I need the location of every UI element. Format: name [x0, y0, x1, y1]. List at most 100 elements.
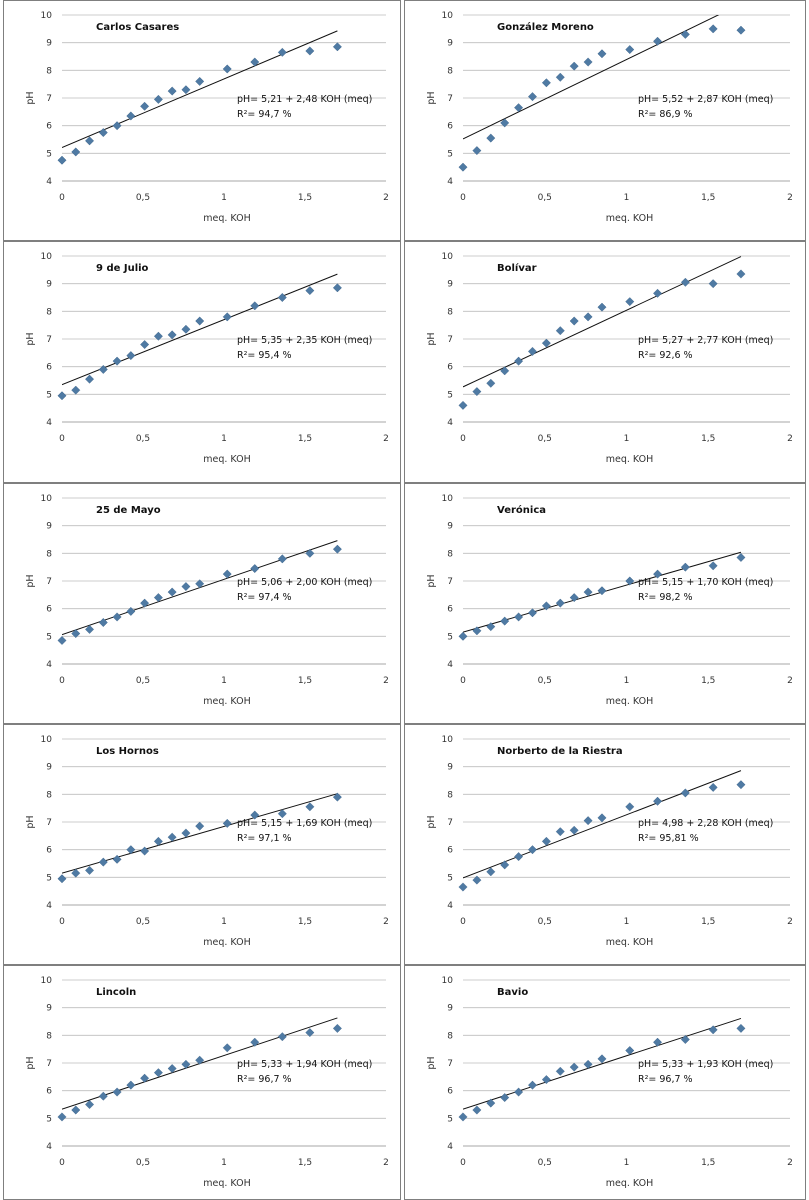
y-tick-label: 5 [447, 1114, 453, 1124]
data-point [486, 378, 496, 388]
scatter-chart: 4 5 6 7 8 9 10 0 0,5 1 1,5 2 meq. KOH pH Bavio pH= 5,33… [426, 976, 793, 1189]
data-point [680, 788, 690, 798]
y-axis-label: pH [25, 332, 36, 345]
regression-equation: pH= 5,21 + 2,48 KOH (meq) [237, 94, 372, 105]
data-point [71, 868, 81, 878]
x-tick-label: 1 [221, 434, 227, 444]
data-point [112, 854, 122, 864]
data-point [332, 42, 342, 52]
data-point [98, 128, 108, 138]
y-tick-label: 9 [46, 39, 52, 49]
data-point [181, 1059, 191, 1069]
y-tick-label: 5 [46, 632, 52, 642]
x-axis-label: meq. KOH [203, 1178, 251, 1189]
x-axis-label: meq. KOH [203, 696, 251, 707]
data-point [472, 146, 482, 156]
x-tick-label: 1 [624, 917, 630, 927]
data-point [57, 391, 67, 401]
x-tick-label: 0 [59, 193, 65, 203]
data-point [153, 593, 163, 603]
y-axis-label: pH [426, 1056, 437, 1069]
y-tick-label: 9 [447, 1004, 453, 1014]
data-point [528, 92, 537, 102]
y-tick-label: 6 [46, 605, 52, 615]
y-tick-label: 4 [46, 418, 52, 428]
data-point [57, 155, 67, 165]
y-tick-label: 8 [46, 66, 52, 76]
data-point [112, 121, 122, 131]
y-tick-label: 7 [447, 1059, 453, 1069]
data-point [98, 857, 108, 867]
y-tick-label: 6 [447, 363, 453, 373]
data-point [653, 569, 663, 579]
y-axis-label: pH [25, 91, 36, 104]
x-tick-label: 2 [787, 1158, 793, 1168]
regression-equation: pH= 5,15 + 1,70 KOH (meq) [638, 577, 773, 588]
regression-equation: pH= 5,27 + 2,77 KOH (meq) [638, 335, 773, 346]
chart-title: Norberto de la Riestra [497, 746, 623, 757]
data-point [583, 587, 593, 597]
chart-panel: 4 5 6 7 8 9 10 0 0,5 1 1,5 2 meq. KOH pH Lincoln pH= 5,… [3, 965, 401, 1200]
data-point [736, 553, 746, 562]
data-point [85, 624, 95, 634]
data-point [500, 616, 510, 626]
data-point [250, 57, 260, 67]
data-point [222, 569, 232, 579]
data-point [625, 297, 635, 307]
data-point [126, 606, 136, 616]
data-point [195, 76, 205, 86]
chart-panel: 4 5 6 7 8 9 10 0 0,5 1 1,5 2 meq. KOH pH Bavio pH= 5,33… [404, 965, 806, 1200]
data-point [583, 816, 593, 826]
x-tick-label: 0,5 [538, 1158, 552, 1168]
y-tick-label: 8 [447, 1031, 453, 1041]
y-tick-label: 5 [46, 390, 52, 400]
data-point [57, 874, 67, 884]
y-tick-label: 4 [46, 1142, 52, 1152]
y-tick-label: 6 [46, 122, 52, 132]
y-tick-label: 6 [46, 363, 52, 373]
data-point [112, 1087, 122, 1097]
y-tick-label: 7 [46, 335, 52, 345]
x-tick-label: 2 [383, 676, 389, 686]
data-point [332, 792, 342, 802]
y-tick-label: 7 [447, 577, 453, 587]
trend-line [62, 793, 338, 874]
x-tick-label: 1,5 [298, 1158, 312, 1168]
y-tick-label: 7 [46, 1059, 52, 1069]
y-tick-label: 5 [46, 1114, 52, 1124]
data-point [85, 136, 95, 146]
x-tick-label: 1,5 [298, 917, 312, 927]
x-tick-label: 1 [624, 193, 630, 203]
r-squared: R²= 97,4 % [237, 592, 292, 603]
data-point [514, 852, 524, 862]
x-tick-label: 2 [383, 1158, 389, 1168]
x-tick-label: 0 [59, 676, 65, 686]
data-point [583, 312, 593, 322]
x-tick-label: 1,5 [298, 676, 312, 686]
y-tick-label: 7 [46, 577, 52, 587]
y-tick-label: 4 [447, 901, 453, 911]
chart-title: Bolívar [497, 262, 537, 274]
data-point [167, 330, 177, 340]
data-point [250, 810, 260, 820]
data-point [85, 374, 95, 384]
data-point [625, 576, 635, 586]
data-point [653, 36, 663, 46]
data-point [222, 64, 232, 74]
chart-title: Verónica [497, 504, 546, 516]
data-point [277, 47, 287, 57]
data-point [736, 780, 746, 790]
data-point [625, 802, 635, 812]
data-point [57, 1112, 67, 1122]
y-tick-label: 5 [447, 873, 453, 883]
data-point [167, 1064, 177, 1074]
y-tick-label: 8 [46, 307, 52, 317]
data-point [277, 554, 287, 564]
r-squared: R²= 95,4 % [237, 350, 292, 361]
data-point [112, 356, 122, 366]
y-tick-label: 9 [46, 522, 52, 532]
y-tick-label: 7 [447, 94, 453, 104]
scatter-chart: 4 5 6 7 8 9 10 0 0,5 1 1,5 2 meq. KOH pH Los Hornos pH=… [25, 735, 389, 948]
x-axis-label: meq. KOH [203, 454, 251, 465]
y-tick-label: 10 [442, 11, 454, 21]
